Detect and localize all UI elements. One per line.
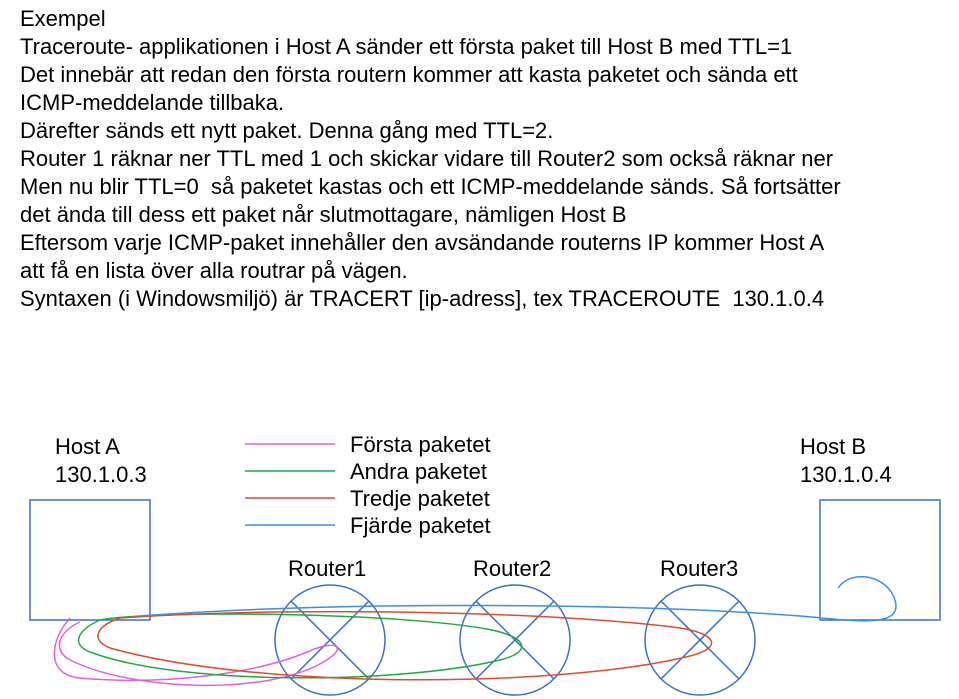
host-a-box	[30, 500, 150, 620]
traceroute-diagram	[0, 0, 959, 699]
router-3	[645, 585, 755, 695]
host-b-box	[820, 500, 940, 620]
packet-path-3	[98, 612, 712, 680]
